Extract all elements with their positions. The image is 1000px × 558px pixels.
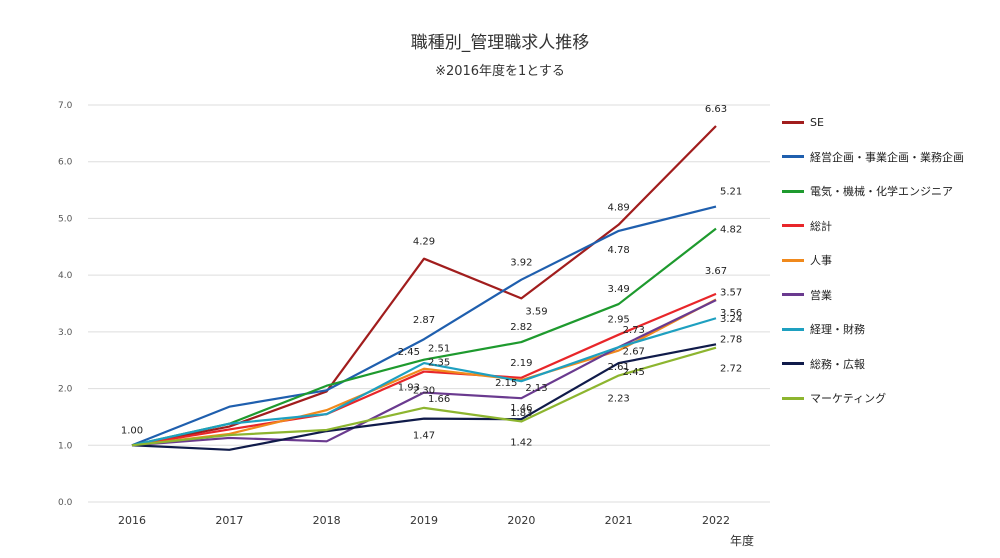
data-label: 2.95 <box>608 315 630 326</box>
series-line <box>131 205 717 447</box>
series-line <box>131 343 717 451</box>
grid-lines <box>88 104 770 503</box>
series-lines <box>131 125 717 451</box>
series-line <box>131 317 717 447</box>
data-label: 4.82 <box>720 225 742 236</box>
legend-label: マーケティング <box>810 392 887 406</box>
data-label: 2.72 <box>720 364 742 375</box>
x-axis-ticks: 2016 2017 2018 2019 2020 2021 2022 <box>118 514 730 527</box>
y-tick-label: 5.0 <box>58 214 73 224</box>
series-line <box>131 125 717 447</box>
data-label: 3.92 <box>510 258 532 269</box>
legend-item: 経理・財務 <box>782 312 964 347</box>
y-tick-label: 3.0 <box>58 328 73 338</box>
series-line <box>131 292 717 447</box>
legend-item: 総務・広報 <box>782 347 964 382</box>
data-label: 2.23 <box>608 394 630 405</box>
data-label: 1.00 <box>121 425 143 436</box>
y-tick-label: 2.0 <box>58 385 73 395</box>
chart-legend: SE 経営企画・事業企画・業務企画 電気・機械・化学エンジニア 総計人事営業経理・財務… <box>782 105 964 416</box>
data-label: 4.89 <box>608 203 630 214</box>
data-label: 1.47 <box>413 431 435 442</box>
data-label: 1.42 <box>510 437 532 448</box>
legend-label: 人事 <box>810 254 832 268</box>
chart-title: 職種別_管理職求人推移 <box>410 33 590 53</box>
data-label: 2.15 <box>495 378 517 389</box>
series-line <box>131 298 717 447</box>
data-label: 1.46 <box>510 403 532 414</box>
legend-swatch <box>782 224 804 228</box>
y-tick-label: 1.0 <box>58 441 73 451</box>
legend-label: 総計 <box>810 219 832 233</box>
data-label: 6.63 <box>705 104 727 115</box>
legend-item: SE <box>782 105 964 140</box>
legend-swatch <box>782 327 804 331</box>
legend-label: 経理・財務 <box>810 323 865 337</box>
legend-label: 電気・機械・化学エンジニア <box>810 185 953 199</box>
data-label: 2.78 <box>720 334 742 345</box>
data-label: 3.24 <box>720 314 742 325</box>
legend-label: 営業 <box>810 288 832 302</box>
legend-item: 経営企画・事業企画・業務企画 <box>782 140 964 175</box>
data-labels: 1.00 4.29 2.87 2.51 2.45 2.35 2.301.93 1.66 1.47… <box>121 104 742 448</box>
legend-swatch <box>782 362 804 366</box>
legend-swatch <box>782 396 804 400</box>
data-label: 2.51 <box>428 344 450 355</box>
data-label: 4.29 <box>413 237 435 248</box>
data-label: 1.66 <box>428 394 450 405</box>
data-label: 3.49 <box>608 284 630 295</box>
data-label: 3.67 <box>705 266 727 277</box>
x-tick-label: 2016 <box>118 514 146 527</box>
data-label: 2.87 <box>413 315 435 326</box>
data-label: 4.78 <box>608 245 630 256</box>
y-tick-label: 0.0 <box>58 498 73 508</box>
data-label: 2.35 <box>428 358 450 369</box>
data-label: 2.45 <box>623 367 645 378</box>
legend-item: 総計 <box>782 209 964 244</box>
legend-swatch <box>782 155 804 159</box>
legend-item: 営業 <box>782 278 964 313</box>
x-tick-label: 2018 <box>313 514 341 527</box>
data-label: 2.30 <box>413 386 435 397</box>
legend-swatch <box>782 120 804 124</box>
x-tick-label: 2021 <box>605 514 633 527</box>
legend-item: 電気・機械・化学エンジニア <box>782 174 964 209</box>
data-label: 5.21 <box>720 187 742 198</box>
x-axis-label: 年度 <box>730 533 754 548</box>
data-label: 2.19 <box>510 358 532 369</box>
y-tick-label: 6.0 <box>58 158 73 168</box>
data-label: 3.59 <box>525 306 547 317</box>
data-label: 1.83 <box>510 408 532 419</box>
data-label: 2.82 <box>510 322 532 333</box>
legend-swatch <box>782 258 804 262</box>
data-label: 1.93 <box>398 383 420 394</box>
series-line <box>131 346 717 447</box>
legend-label: SE <box>810 115 824 129</box>
x-tick-label: 2019 <box>410 514 438 527</box>
x-tick-label: 2022 <box>702 514 730 527</box>
legend-item: 人事 <box>782 243 964 278</box>
data-label: 2.67 <box>623 347 645 358</box>
data-label: 3.57 <box>720 288 742 299</box>
data-label: 2.73 <box>623 325 645 336</box>
y-tick-label: 7.0 <box>58 101 73 111</box>
data-label: 2.61 <box>608 362 630 373</box>
x-tick-label: 2017 <box>215 514 243 527</box>
data-label: 2.13 <box>525 383 547 394</box>
data-label: 3.56 <box>720 308 742 319</box>
legend-swatch <box>782 189 804 193</box>
chart-subtitle: ※2016年度を1とする <box>435 64 565 79</box>
y-axis-ticks: 0.0 1.0 2.0 3.0 4.0 5.0 6.0 7.0 <box>58 101 73 508</box>
legend-label: 経営企画・事業企画・業務企画 <box>810 150 964 164</box>
data-label: 2.45 <box>398 347 420 358</box>
series-line <box>131 227 717 447</box>
y-tick-label: 4.0 <box>58 271 73 281</box>
legend-item: マーケティング <box>782 381 964 416</box>
legend-swatch <box>782 293 804 297</box>
x-tick-label: 2020 <box>507 514 535 527</box>
legend-label: 総務・広報 <box>810 357 865 371</box>
